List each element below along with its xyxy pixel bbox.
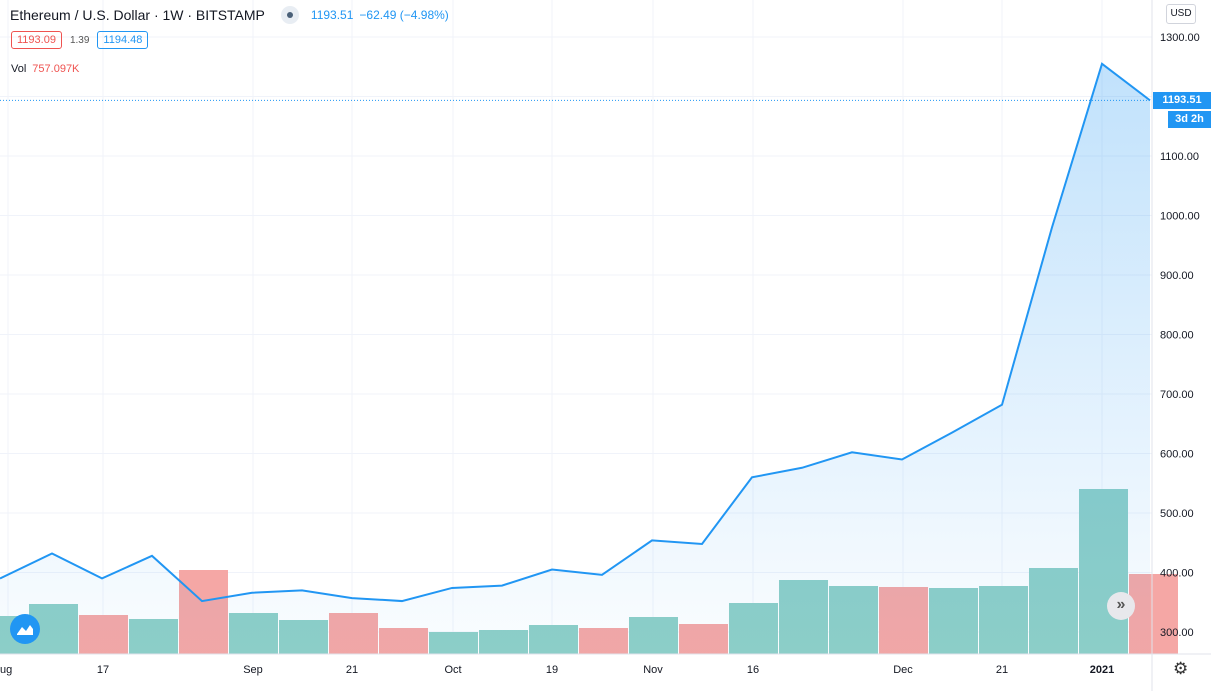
last-price-tag: 1193.51 bbox=[1153, 92, 1211, 109]
price-line bbox=[0, 62, 1151, 603]
time-tick-label: Nov bbox=[643, 664, 663, 676]
bid-price: 1193.09 bbox=[11, 31, 62, 49]
chart-legend-header: Ethereum / U.S. Dollar · 1W · BITSTAMP 1… bbox=[10, 6, 449, 24]
time-tick-label: Dec bbox=[893, 664, 913, 676]
time-tick-label: 16 bbox=[747, 664, 759, 676]
price-tick-label: 900.00 bbox=[1160, 270, 1194, 282]
price-tick-label: 1000.00 bbox=[1160, 211, 1200, 223]
time-tick-label: 17 bbox=[97, 664, 109, 676]
time-tick-label: Sep bbox=[243, 664, 263, 676]
price-area-fill bbox=[0, 63, 1150, 654]
price-tick-label: 800.00 bbox=[1160, 330, 1194, 342]
volume-label: Vol bbox=[11, 63, 27, 75]
symbol-title[interactable]: Ethereum / U.S. Dollar · 1W · BITSTAMP bbox=[10, 7, 265, 23]
scroll-to-realtime-button[interactable]: » bbox=[1107, 592, 1135, 620]
price-tick-label: 500.00 bbox=[1160, 508, 1194, 520]
market-status-icon[interactable] bbox=[280, 6, 299, 24]
price-tick-label: 1300.00 bbox=[1160, 32, 1200, 44]
time-tick-label: Oct bbox=[444, 664, 461, 676]
bid-ask-row: 1193.09 1.39 1194.48 bbox=[11, 31, 149, 49]
currency-button[interactable]: USD bbox=[1166, 4, 1196, 24]
time-tick-label: 21 bbox=[996, 664, 1008, 676]
ask-price: 1194.48 bbox=[97, 31, 149, 49]
time-tick-label: 21 bbox=[346, 664, 358, 676]
spread-value: 1.39 bbox=[69, 34, 90, 46]
price-tick-label: 600.00 bbox=[1160, 449, 1194, 461]
time-tick-label: ug bbox=[0, 664, 12, 676]
gear-icon[interactable]: ⚙ bbox=[1173, 659, 1189, 678]
price-tick-label: 1100.00 bbox=[1160, 151, 1199, 163]
volume-legend: Vol 757.097K bbox=[11, 63, 79, 75]
time-tick-label: 19 bbox=[546, 664, 558, 676]
price-tick-label: 400.00 bbox=[1160, 568, 1194, 580]
price-tick-label: 700.00 bbox=[1160, 389, 1194, 401]
price-change: −62.49 (−4.98%) bbox=[359, 8, 449, 22]
volume-value: 757.097K bbox=[32, 63, 80, 75]
last-price: 1193.51 bbox=[310, 8, 354, 22]
time-axis[interactable]: ug 17 Sep 21 Oct 19 Nov 16 Dec 21 2021 bbox=[0, 664, 1114, 676]
tradingview-logo-icon[interactable] bbox=[10, 614, 40, 644]
time-tick-label: 2021 bbox=[1090, 664, 1114, 676]
bar-countdown-tag: 3d 2h bbox=[1168, 111, 1211, 128]
price-tick-label: 300.00 bbox=[1160, 627, 1194, 639]
price-axis[interactable]: 300.00 400.00 500.00 600.00 700.00 800.00 900.… bbox=[1160, 32, 1200, 639]
